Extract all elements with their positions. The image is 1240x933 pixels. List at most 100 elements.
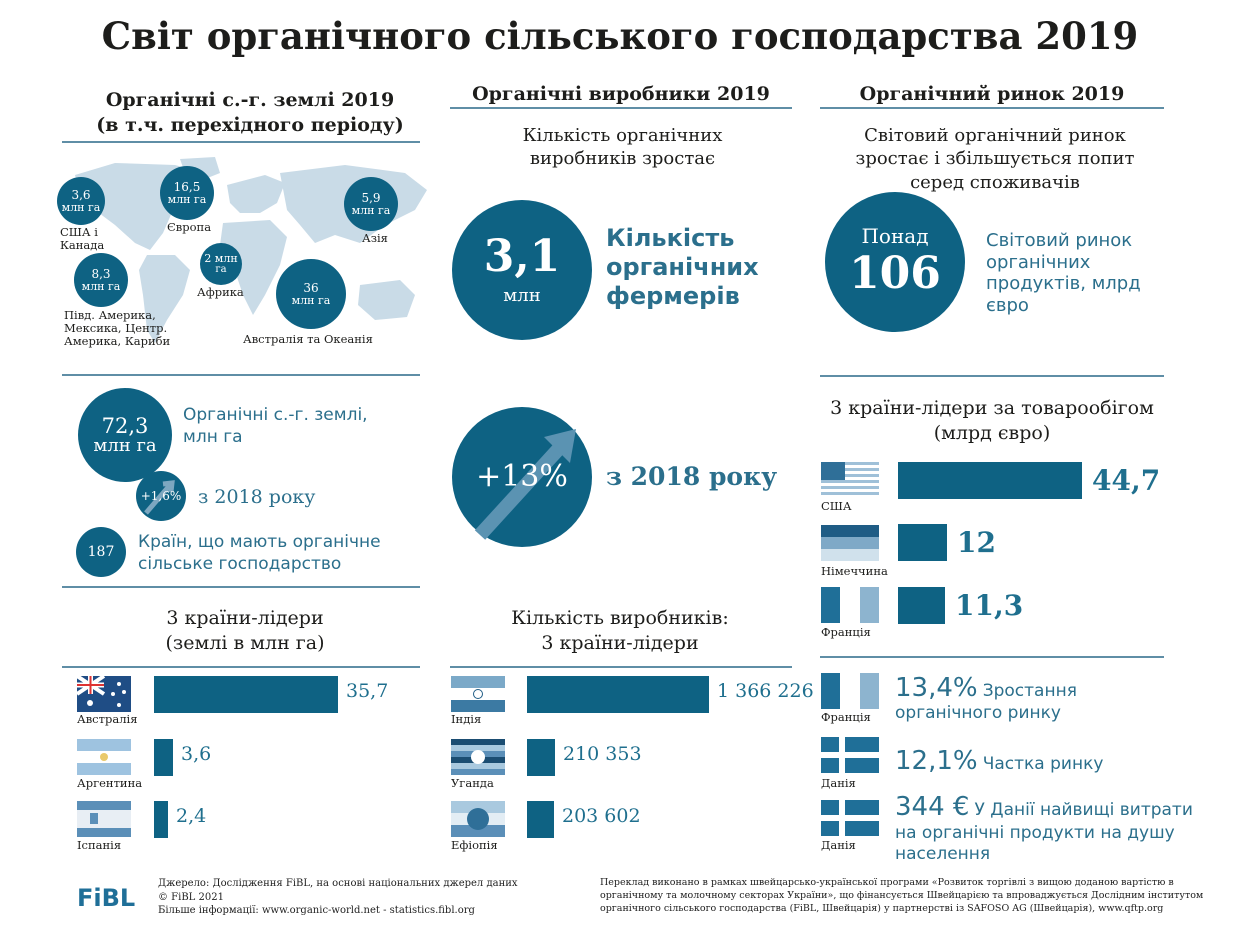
region-unit: млн га [351, 203, 391, 217]
stat-country-1: Данія [821, 776, 856, 790]
map-africa [220, 220, 287, 315]
label-europe: Європа [167, 220, 212, 234]
producers-rule [450, 666, 792, 668]
prod-cat-2: Ефіопія [451, 838, 498, 852]
prod-cat-1: Уганда [451, 776, 494, 790]
bar-2-2 [898, 587, 945, 624]
stat-country-0: Франція [821, 710, 871, 724]
flag-denmark-icon [821, 737, 879, 773]
stat-0: 13,4% Зростання органічного ринку [895, 673, 1135, 723]
stat-label: Частка ринку [982, 754, 1104, 774]
countries-circle: 187 [76, 527, 126, 577]
stat-2: 344 € У Данії найвищі витрати на органіч… [895, 792, 1205, 864]
bar-0-0 [154, 676, 338, 713]
region-value: 3,6 [71, 187, 91, 202]
market-circle: Понад 106 [825, 192, 965, 332]
flag-australia-icon [77, 676, 131, 712]
land-growth-value: +1,6% [140, 488, 182, 503]
footer-translation-line1: Переклад виконано в рамках швейцарсько-у… [600, 877, 1174, 888]
region-value: 36 [303, 280, 319, 295]
region-value: 16,5 [173, 179, 201, 194]
flag-india-icon [451, 676, 505, 712]
bar-2-1 [898, 524, 947, 561]
flag-uganda-icon [451, 739, 505, 775]
land-leaders-title-line2: (землі в млн га) [165, 631, 325, 654]
land-cat-2: Іспанія [77, 838, 122, 852]
bubble-usa-canada: 3,6 млн га [57, 177, 105, 225]
producers-growth-label: з 2018 року [606, 462, 778, 491]
flag-spain-icon [77, 801, 131, 837]
bubble-africa: 2 млн га [200, 243, 242, 285]
market-label: Світовий ринок органічних продуктів, млр… [986, 230, 1141, 316]
stat-country-2: Данія [821, 838, 856, 852]
land-leaders-title-line1: 3 країни-лідери [166, 607, 324, 629]
land-total-circle: 72,3 млн га [78, 388, 172, 482]
flag-france-icon [821, 673, 879, 709]
bubble-europe: 16,5 млн га [160, 166, 214, 220]
bar-1-1 [527, 739, 555, 776]
bar-2-0 [898, 462, 1082, 499]
market-rule-3 [820, 656, 1164, 658]
bubble-south-america: 8,3 млн га [74, 253, 128, 307]
producers-leaders-title-line1: Кількість виробників: [511, 607, 729, 629]
footer-translation-line3: органічного сільського господарства (FiB… [600, 902, 1164, 914]
flag-ethiopia-icon [451, 801, 505, 837]
land-growth-circle: +1,6% [136, 471, 186, 521]
producers-header: Органічні виробники 2019 [472, 83, 770, 105]
market-leaders-title: 3 країни-лідери за товарообігом (млрд єв… [820, 396, 1164, 445]
footer-translation: Переклад виконано в рамках швейцарсько-у… [600, 877, 1230, 915]
region-unit: млн га [291, 293, 331, 307]
label-asia: Азія [362, 231, 388, 245]
map-europe [227, 175, 285, 213]
bar-label-2-1: 12 [957, 526, 996, 559]
prod-cat-0: Індія [451, 712, 482, 726]
map-south-america [139, 255, 190, 343]
market-leaders-title-line1: 3 країни-лідери за товарообігом [830, 397, 1154, 419]
footer-source-line2: © FiBL 2021 [158, 891, 224, 903]
fibl-logo: FiBL [77, 884, 136, 912]
flag-usa-icon [821, 462, 879, 498]
market-rule-2 [820, 375, 1164, 377]
land-header: Органічні с.-г. землі 2019 (в т.ч. перех… [80, 88, 420, 137]
market-leaders-title-line2: (млрд євро) [933, 421, 1051, 444]
land-cat-0: Австралія [77, 712, 138, 726]
countries-label: Країн, що мають органічне сільське госпо… [138, 532, 381, 575]
region-unit: млн га [81, 279, 121, 293]
bar-label-0-2: 2,4 [176, 805, 207, 827]
land-total-unit: млн га [93, 434, 157, 456]
region-unit: млн га [61, 200, 101, 214]
region-value: 2 млн [204, 251, 238, 265]
bar-1-0 [527, 676, 709, 713]
label-south-america: Півд. Америка, Мексика, Центр. Америка, … [64, 308, 171, 349]
bar-label-0-1: 3,6 [181, 743, 212, 765]
stat-value: 344 € [895, 792, 970, 822]
flag-france-icon [821, 587, 879, 623]
bar-label-2-0: 44,7 [1092, 464, 1161, 497]
footer-source-line1: Джерело: Дослідження FiBL, на основі нац… [158, 878, 518, 889]
flag-germany-icon [821, 525, 879, 561]
bar-label-1-2: 203 602 [562, 805, 641, 827]
market-intro: Світовий органічний ринок зростає і збіл… [855, 125, 1135, 193]
bar-label-2-2: 11,3 [955, 589, 1024, 622]
region-unit: га [215, 263, 227, 275]
land-header-line2: (в т.ч. перехідного періоду) [96, 113, 404, 136]
producers-growth-circle: +13% [452, 407, 592, 547]
stat-label: У Данії найвищі витрати на органічні про… [895, 800, 1193, 864]
map-australia [358, 280, 415, 320]
page-title: Світ органічного сільського господарства… [101, 14, 1139, 58]
market-cat-2: Франція [821, 625, 871, 639]
producers-intro: Кількість органічних виробників зростає [522, 125, 723, 170]
land-growth-label: з 2018 року [198, 486, 316, 508]
farmers-circle: 3,1 млн [452, 200, 592, 340]
market-header: Органічний ринок 2019 [859, 83, 1125, 105]
market-prefix: Понад [861, 224, 929, 249]
market-cat-1: Німеччина [821, 564, 888, 578]
land-rule-2 [62, 374, 420, 376]
land-total-value: 72,3 [101, 413, 149, 438]
land-rule-3 [62, 586, 420, 588]
bar-label-0-0: 35,7 [346, 680, 389, 702]
market-header-rule [820, 107, 1164, 109]
stat-1: 12,1% Частка ринку [895, 746, 1155, 776]
stat-value: 13,4% [895, 673, 978, 703]
footer-source: Джерело: Дослідження FiBL, на основі нац… [158, 877, 518, 918]
